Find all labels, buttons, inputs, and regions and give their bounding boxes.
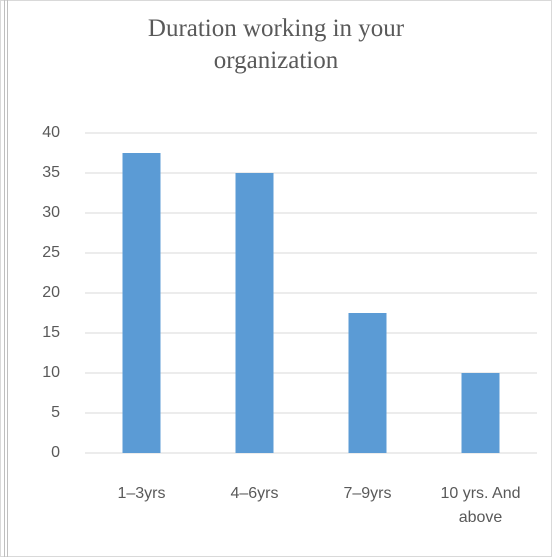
y-tick-label: 25 xyxy=(42,244,60,261)
y-tick-label: 30 xyxy=(42,204,60,221)
y-tick-label: 5 xyxy=(51,404,60,421)
bar xyxy=(461,373,500,453)
y-tick-label: 0 xyxy=(51,444,60,461)
x-tick-label: 1–3yrs xyxy=(117,485,166,502)
x-tick-label: 7–9yrs xyxy=(343,485,392,502)
chart-title: Duration working in your organization xyxy=(147,15,405,74)
page-edge xyxy=(4,0,8,557)
bar xyxy=(235,173,274,453)
bar xyxy=(348,313,387,453)
y-tick-label: 10 xyxy=(42,364,60,381)
x-tick-label: 10 yrs. And above xyxy=(440,485,521,526)
y-tick-label: 40 xyxy=(42,124,60,141)
bar xyxy=(122,153,161,453)
x-tick-label: 4–6yrs xyxy=(230,485,279,502)
y-tick-label: 20 xyxy=(42,284,60,301)
y-tick-label: 35 xyxy=(42,164,60,181)
y-tick-label: 15 xyxy=(42,324,60,341)
